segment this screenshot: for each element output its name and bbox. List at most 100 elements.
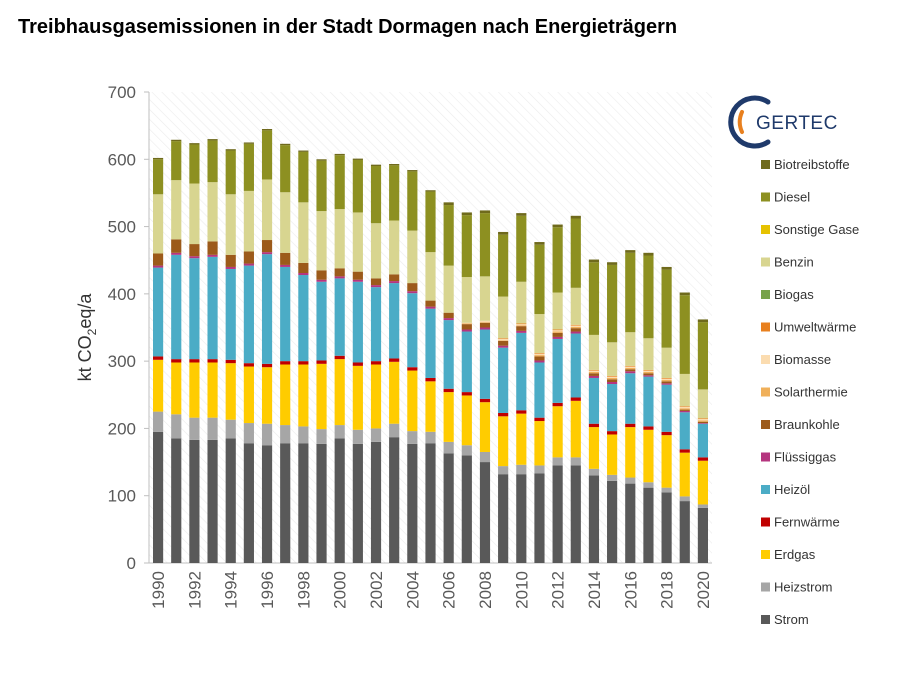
bar-heizstrom-1993 xyxy=(207,417,218,440)
legend-label: Biogas xyxy=(774,287,814,302)
bar-fernwärme-1995 xyxy=(243,363,254,367)
bar-stack-1996 xyxy=(261,129,273,563)
bar-fernwärme-2015 xyxy=(607,431,618,435)
bar-benzin-2011 xyxy=(534,314,545,354)
bar-diesel-2016 xyxy=(625,252,636,333)
bar-heizöl-2020 xyxy=(697,423,709,458)
bar-heizöl-1996 xyxy=(261,254,273,364)
x-axis: 1990 1992 1994 1996 1998 2000 2002 2004 2006 2008… xyxy=(149,562,713,609)
bar-heizöl-1992 xyxy=(189,258,200,360)
bar-flüssiggas-2001 xyxy=(352,279,363,282)
bar-heizöl-2018 xyxy=(661,384,672,432)
bar-heizöl-2010 xyxy=(516,332,527,411)
bar-erdgas-1991 xyxy=(171,362,182,415)
bar-heizstrom-1990 xyxy=(152,411,164,432)
bar-biotreibstoffe-2017 xyxy=(643,252,654,256)
bar-benzin-2016 xyxy=(625,332,636,366)
bar-braunkohle-1998 xyxy=(298,262,309,273)
bar-fernwärme-2016 xyxy=(625,423,636,428)
bar-strom-2013 xyxy=(570,465,581,563)
bar-braunkohle-2015 xyxy=(607,379,618,383)
bar-stack-2006 xyxy=(443,202,454,563)
bar-benzin-2001 xyxy=(352,212,363,272)
bar-erdgas-2012 xyxy=(552,406,563,458)
legend-swatch xyxy=(761,290,770,299)
bar-diesel-2015 xyxy=(607,264,618,343)
bar-diesel-2017 xyxy=(643,255,654,339)
bar-stack-2001 xyxy=(352,158,363,563)
bar-biotreibstoffe-2012 xyxy=(552,224,563,228)
bar-erdgas-1993 xyxy=(207,362,218,418)
bar-diesel-2012 xyxy=(552,227,563,293)
bar-diesel-2008 xyxy=(479,213,491,277)
bar-heizstrom-2000 xyxy=(334,425,345,439)
bar-benzin-2017 xyxy=(643,338,654,370)
bar-benzin-1998 xyxy=(298,202,309,263)
bar-diesel-1994 xyxy=(225,150,236,195)
bar-solarthermie-2020 xyxy=(697,420,709,422)
bar-solarthermie-2009 xyxy=(498,340,509,341)
bar-benzin-1999 xyxy=(316,211,327,271)
bar-biomasse-2007 xyxy=(461,322,472,324)
bar-stack-2020 xyxy=(697,319,709,563)
bar-biotreibstoffe-1990 xyxy=(152,157,164,160)
bar-fernwärme-1990 xyxy=(152,356,164,360)
legend-swatch xyxy=(761,452,770,462)
legend-swatch xyxy=(761,550,770,559)
bar-biotreibstoffe-2019 xyxy=(679,292,690,296)
bar-heizöl-2016 xyxy=(625,373,636,424)
bar-benzin-2002 xyxy=(370,223,382,279)
legend-label: Solarthermie xyxy=(774,385,848,400)
bar-erdgas-2013 xyxy=(570,400,581,458)
bar-strom-2018 xyxy=(661,492,672,563)
bar-umweltwärme-2011 xyxy=(534,353,545,354)
bar-heizstrom-2013 xyxy=(570,457,581,466)
bar-solarthermie-2018 xyxy=(661,379,672,382)
bar-biotreibstoffe-2002 xyxy=(370,164,382,167)
bar-heizstrom-1996 xyxy=(261,423,273,446)
bar-flüssiggas-2003 xyxy=(389,281,400,284)
x-tick-label: 1996 xyxy=(258,571,277,609)
y-tick-label: 100 xyxy=(108,487,136,506)
bar-fernwärme-2004 xyxy=(407,367,418,371)
bar-biomasse-2015 xyxy=(607,376,618,378)
bar-biotreibstoffe-2010 xyxy=(516,213,527,216)
bar-heizstrom-2018 xyxy=(661,487,672,493)
logo-arc-icon xyxy=(728,95,771,149)
bar-diesel-2013 xyxy=(570,218,581,288)
bar-heizstrom-1997 xyxy=(280,425,291,444)
bar-heizstrom-2019 xyxy=(679,496,690,502)
bar-biotreibstoffe-2009 xyxy=(498,231,509,235)
bar-benzin-2012 xyxy=(552,292,563,330)
bar-heizstrom-1999 xyxy=(316,429,327,444)
bar-erdgas-1994 xyxy=(225,363,236,420)
bar-flüssiggas-2015 xyxy=(607,382,618,385)
bar-biotreibstoffe-1995 xyxy=(243,142,254,144)
bar-flüssiggas-1991 xyxy=(171,252,182,255)
bar-flüssiggas-2008 xyxy=(479,327,491,330)
bar-strom-1994 xyxy=(225,438,236,563)
bar-heizstrom-1992 xyxy=(189,417,200,440)
bar-biomasse-2017 xyxy=(643,370,654,372)
bar-strom-1992 xyxy=(189,439,200,563)
bar-stack-1994 xyxy=(225,149,236,563)
bar-biomasse-2011 xyxy=(534,353,545,356)
bar-fernwärme-2018 xyxy=(661,431,672,436)
bar-erdgas-2011 xyxy=(534,421,545,466)
bar-flüssiggas-1994 xyxy=(225,266,236,269)
bar-stack-2019 xyxy=(679,292,690,563)
x-tick-label: 2014 xyxy=(585,571,604,609)
bar-heizstrom-2005 xyxy=(425,431,436,444)
bar-solarthermie-2013 xyxy=(570,326,581,329)
bar-braunkohle-1994 xyxy=(225,254,236,267)
bar-strom-2010 xyxy=(516,474,527,563)
bar-heizöl-2013 xyxy=(570,333,581,398)
bar-strom-1998 xyxy=(298,443,309,563)
bar-erdgas-2020 xyxy=(697,460,709,505)
bar-heizöl-2009 xyxy=(498,347,509,413)
bar-erdgas-1996 xyxy=(261,367,273,424)
bar-erdgas-2016 xyxy=(625,427,636,478)
bar-braunkohle-2016 xyxy=(625,369,636,372)
bar-strom-1990 xyxy=(152,431,164,563)
